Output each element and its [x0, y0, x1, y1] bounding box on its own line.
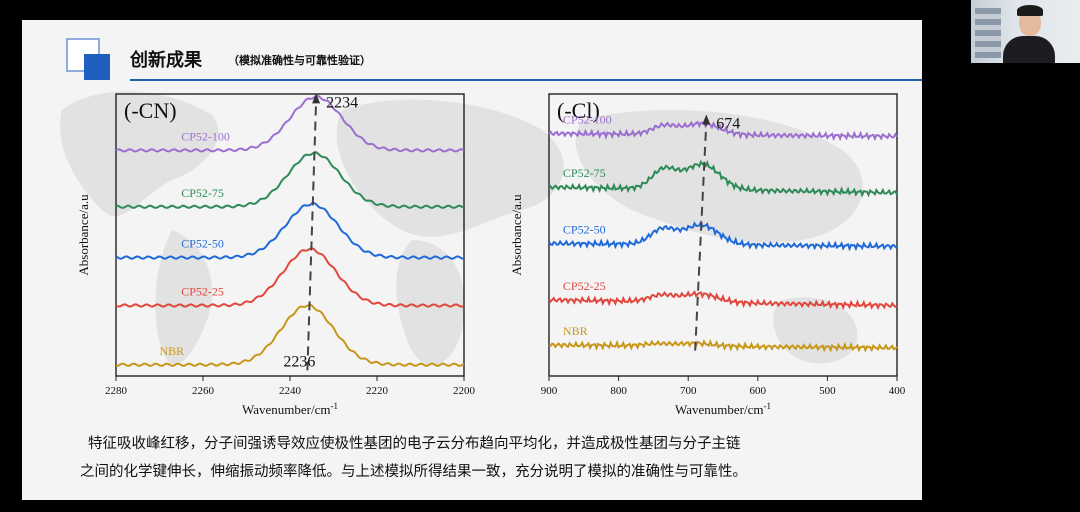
panel-label: (-CN): [124, 98, 177, 123]
peak-shift-line: [694, 122, 708, 351]
x-axis-label-superscript: -1: [763, 401, 771, 411]
x-tick-label: 600: [750, 385, 767, 397]
panel-label: (-Cl): [557, 98, 600, 123]
slide-subtitle: （模拟准确性与可靠性验证）: [228, 54, 371, 67]
y-axis-label: Absorbance/a.u: [509, 194, 524, 276]
chart-cn: 2280 2260 2240 2220 2200 Wavenumber/cm-1 Absor…: [76, 93, 476, 417]
series-label: CP52-25: [563, 279, 606, 293]
series-line-cp52-25: [548, 290, 898, 311]
video-participant-icon: [1003, 36, 1055, 63]
x-tick-label: 500: [819, 385, 836, 397]
caption-line-1: 特征吸收峰红移，分子间强诱导效应使极性基团的电子云分布趋向平均化，并造成极性基团…: [88, 436, 741, 452]
series-label: CP52-75: [563, 166, 606, 180]
x-tick-label: 2240: [279, 385, 302, 397]
series-line-cp52-100: [548, 120, 898, 142]
series-line-nbr: [115, 303, 465, 367]
slide-caption: 特征吸收峰红移，分子间强诱导效应使极性基团的电子云分布趋向平均化，并造成极性基团…: [80, 430, 910, 486]
series-line-cp52-100: [115, 94, 465, 153]
series-line-cp52-50: [115, 201, 465, 260]
x-tick-label: 2220: [366, 385, 389, 397]
peak-shift-arrowhead: [312, 93, 321, 104]
slide-title: 创新成果: [130, 50, 202, 71]
x-tick-label: 800: [610, 385, 627, 397]
x-tick-label: 2260: [192, 385, 215, 397]
series-label: NBR: [160, 344, 185, 358]
title-decoration-block: [84, 54, 110, 80]
webcam-shelf: [975, 8, 1001, 58]
x-axis-label: Wavenumber/cm-1: [675, 401, 771, 417]
peak-annotation: 2236: [283, 353, 315, 370]
series-line-cp52-50: [548, 219, 898, 252]
peak-shift-arrowhead: [702, 114, 711, 125]
chart-cl: 900 800 700 600 500 400 Wavenumber/cm-1 Absorba…: [509, 93, 906, 417]
caption-line-2: 之间的化学键伸长，伸缩振动频率降低。与上述模拟所得结果一致，充分说明了模拟的准确…: [80, 464, 747, 480]
participant-hair: [1017, 5, 1043, 16]
x-tick-label: 400: [889, 385, 906, 397]
peak-annotation: 674: [716, 116, 740, 133]
series-label: CP52-25: [181, 285, 224, 299]
x-tick-label: 900: [541, 385, 558, 397]
webcam-thumbnail[interactable]: [971, 0, 1080, 63]
x-axis-label-superscript: -1: [330, 401, 338, 411]
slide-canvas: 创新成果 （模拟准确性与可靠性验证） 2280 2260 2240 2220 2200 W…: [22, 20, 922, 500]
series-line-nbr: [548, 338, 898, 353]
x-tick-label: 2280: [105, 385, 128, 397]
series-line-cp52-75: [115, 151, 465, 209]
x-tick-label: 2200: [453, 385, 476, 397]
series-label: CP52-50: [563, 223, 606, 237]
series-label: CP52-100: [563, 113, 612, 127]
peak-annotation: 2234: [326, 94, 358, 111]
plot-frame: [548, 93, 898, 377]
series-label: NBR: [563, 324, 588, 338]
peak-shift-line: [306, 101, 318, 371]
world-map-background: [60, 91, 863, 366]
series-line-cp52-25: [115, 247, 465, 308]
slide-nav-dots[interactable]: [36, 498, 126, 500]
y-axis-label: Absorbance/a.u: [76, 194, 91, 276]
x-tick-label: 700: [680, 385, 697, 397]
plot-frame: [115, 93, 465, 377]
title-divider: [130, 79, 922, 81]
series-label: CP52-50: [181, 237, 224, 251]
series-label: CP52-75: [181, 186, 224, 200]
series-label: CP52-100: [181, 130, 230, 144]
x-axis-label: Wavenumber/cm-1: [242, 401, 338, 417]
series-line-cp52-75: [548, 159, 898, 198]
